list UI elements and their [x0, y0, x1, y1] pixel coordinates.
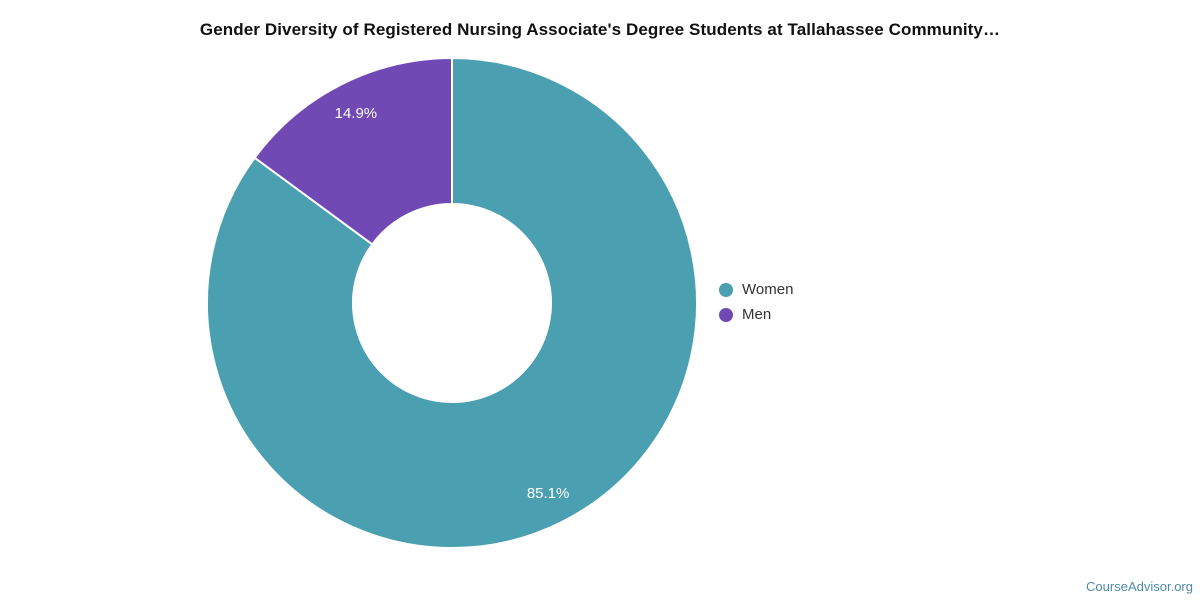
legend-label-men: Men	[742, 306, 772, 323]
courseadvisor-watermark-link[interactable]: CourseAdvisor.org	[1086, 579, 1193, 594]
chart-title: Gender Diversity of Registered Nursing A…	[199, 20, 1001, 39]
legend-item-women[interactable]: Women	[719, 281, 793, 299]
legend-marker-women-icon	[719, 283, 733, 297]
legend-label-women: Women	[742, 281, 794, 298]
legend-marker-men-icon	[719, 308, 733, 322]
slice-label-women: 85.1%	[527, 485, 570, 502]
slice-label-men: 14.9%	[335, 105, 378, 122]
pie-slice-men[interactable]	[253, 56, 453, 246]
legend: Women Men	[719, 281, 793, 331]
legend-item-men[interactable]: Men	[719, 306, 793, 324]
pie-slice-women[interactable]	[206, 56, 698, 549]
